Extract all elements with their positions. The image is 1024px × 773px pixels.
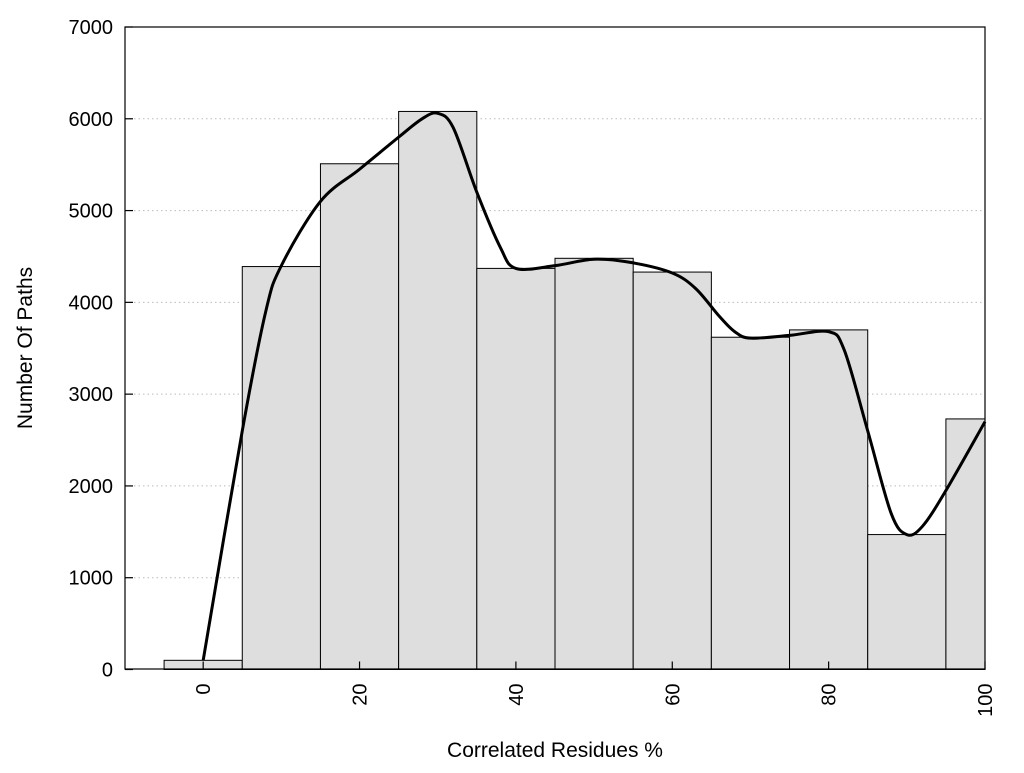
bar-80 (789, 329, 869, 670)
x-axis-ticks: 0 20 40 60 80 100 (193, 661, 997, 717)
x-axis-label: Correlated Residues % (447, 739, 663, 762)
x-tick-label: 20 (350, 684, 372, 706)
y-axis-label: Number Of Paths (14, 267, 37, 429)
bar-100 (945, 418, 986, 670)
y-tick-label: 1000 (69, 568, 114, 590)
y-axis-ticks: 0 1000 2000 3000 4000 5000 6000 7000 (69, 17, 133, 682)
x-tick-label: 80 (819, 684, 841, 706)
bars (163, 110, 986, 671)
y-tick-label: 4000 (69, 292, 114, 314)
y-tick-label: 2000 (69, 476, 114, 498)
bar-10 (241, 266, 321, 670)
y-tick-label: 3000 (69, 384, 114, 406)
x-tick-label: 0 (193, 684, 215, 695)
x-tick-label: 60 (662, 684, 684, 706)
bar-50 (554, 257, 634, 670)
smoothed-curve (201, 111, 987, 661)
bar-70 (710, 336, 791, 670)
y-tick-label: 7000 (69, 17, 114, 39)
bar-40 (476, 267, 556, 670)
y-tick-label: 6000 (69, 109, 114, 131)
bar-20 (319, 163, 400, 670)
x-tick-label: 40 (506, 684, 528, 706)
bar-30 (398, 110, 478, 670)
y-tick-label: 5000 (69, 201, 114, 223)
plot-frame (124, 26, 986, 670)
bar-90 (867, 534, 947, 671)
x-tick-label: 100 (975, 684, 997, 717)
bar-60 (632, 271, 712, 670)
y-tick-label: 0 (102, 660, 113, 682)
